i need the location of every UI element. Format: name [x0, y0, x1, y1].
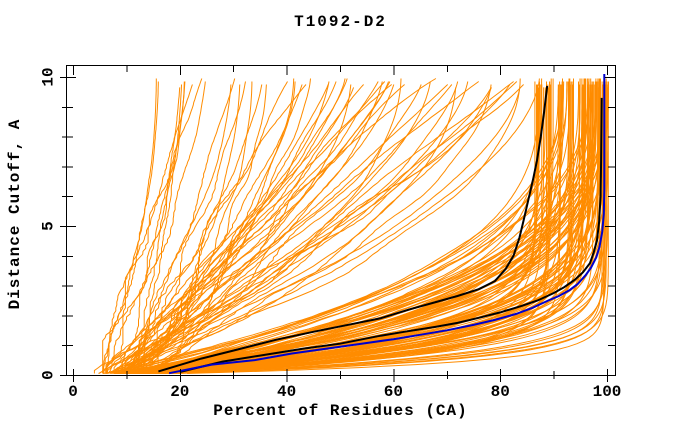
x-tick-label: 100	[593, 383, 622, 401]
model-curve	[126, 84, 562, 374]
model-curve	[124, 78, 311, 374]
x-tick-label: 0	[68, 383, 78, 401]
model-curve	[110, 78, 540, 374]
model-curve	[110, 78, 563, 374]
model-curve	[150, 84, 241, 374]
axes	[60, 65, 616, 382]
model-curve	[138, 81, 246, 374]
x-tick-label: 80	[491, 383, 510, 401]
model-curve	[143, 81, 569, 374]
black-curve-2	[179, 97, 603, 373]
model-curve	[126, 78, 521, 374]
y-axis-label-text: Distance Cutoff, A	[6, 118, 24, 310]
model-curve	[116, 81, 469, 374]
model-curve	[120, 87, 457, 374]
model-curve	[135, 84, 182, 374]
model-curve	[123, 84, 263, 374]
model-curve	[126, 78, 590, 374]
model-curve	[126, 81, 514, 374]
model-curve	[172, 81, 609, 374]
model-curve	[143, 81, 288, 374]
x-tick-label: 40	[277, 383, 296, 401]
model-curve	[120, 84, 449, 374]
model-curve	[122, 84, 307, 374]
model-curve	[150, 81, 579, 374]
x-axis-label: Percent of Residues (CA)	[213, 402, 468, 420]
blue-curve	[168, 74, 606, 375]
y-tick-label: 10	[40, 67, 58, 86]
model-curve	[117, 87, 546, 374]
model-curve	[135, 84, 537, 374]
y-tick-label: 0	[40, 370, 58, 380]
model-curve	[134, 78, 554, 374]
model-curve	[162, 78, 599, 374]
model-curve	[111, 84, 511, 374]
model-curve	[162, 84, 607, 374]
model-curve	[112, 81, 206, 374]
x-tick-label: 20	[170, 383, 189, 401]
model-curve	[126, 81, 330, 374]
model-curve	[132, 84, 541, 374]
black-curve-1	[158, 85, 549, 373]
model-curve	[133, 78, 585, 374]
model-curve	[120, 84, 542, 374]
x-tick-label: 60	[384, 383, 403, 401]
model-curve	[126, 84, 591, 374]
model-curve	[98, 78, 157, 374]
model-curve	[139, 78, 236, 374]
model-curve	[141, 81, 383, 374]
model-curve	[140, 81, 379, 374]
tick-labels: 0 20 40 60 80 100 0 5 10	[40, 67, 622, 401]
model-curve	[132, 87, 564, 374]
model-curve	[137, 78, 600, 374]
orange-model-curves	[93, 78, 609, 374]
model-curve	[135, 87, 597, 374]
model-curve	[102, 81, 185, 374]
model-curve	[134, 84, 393, 374]
model-curve	[148, 78, 597, 374]
model-curve	[105, 87, 521, 374]
model-curve	[154, 87, 600, 374]
y-tick-label: 5	[40, 221, 58, 231]
model-curve	[169, 78, 574, 374]
model-curve	[98, 81, 431, 374]
chart-title: T1092-D2	[294, 13, 387, 31]
model-curve	[135, 84, 559, 374]
model-curve	[160, 84, 538, 374]
model-curve	[122, 87, 355, 374]
highlighted-curves	[158, 74, 606, 375]
model-curve	[145, 84, 364, 374]
model-curve	[130, 84, 303, 374]
model-curve	[103, 84, 193, 374]
model-curve	[138, 84, 267, 374]
model-curve	[133, 84, 422, 374]
model-curve	[150, 87, 584, 374]
model-curve	[129, 81, 386, 374]
